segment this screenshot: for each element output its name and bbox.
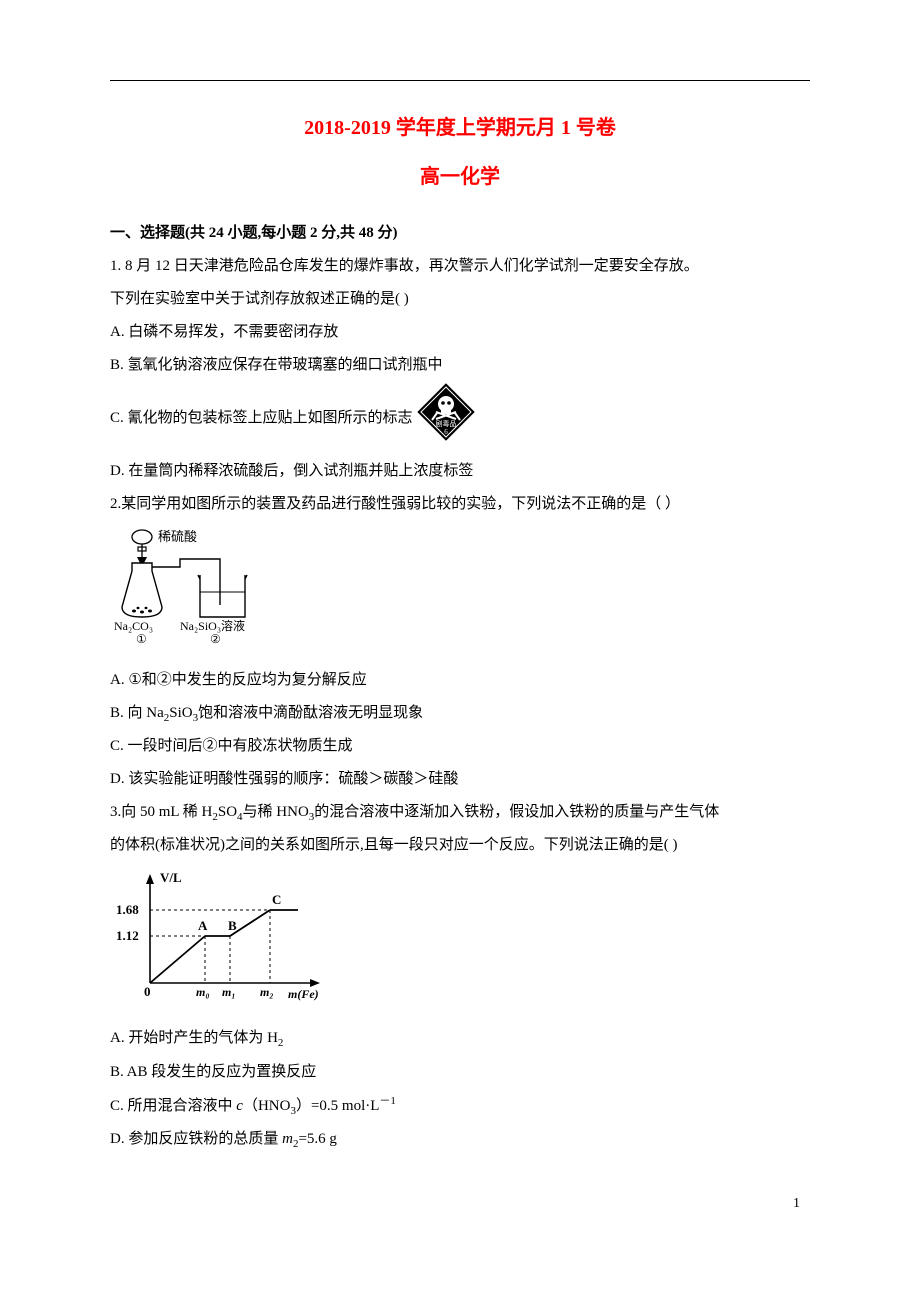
- page-number: 1: [110, 1196, 810, 1212]
- section-1: 一、选择题(共 24 小题,每小题 2 分,共 48 分) 1. 8 月 12 …: [110, 217, 810, 1156]
- q1-opt-d: D. 在量筒内稀释浓硫酸后，倒入试剂瓶并贴上浓度标签: [110, 455, 810, 488]
- q3-m2: 与稀 HNO: [243, 804, 309, 820]
- q1-opt-c-text: C. 氰化物的包装标签上应贴上如图所示的标志: [110, 410, 413, 426]
- hazard-icon-label: 剧毒品: [436, 419, 457, 428]
- ylabel: V/L: [160, 870, 182, 885]
- label-beaker: Na₂SiO₃溶液: [180, 618, 245, 633]
- q3-d-post: =5.6 g: [298, 1131, 336, 1147]
- q3-stem-line1: 3.向 50 mL 稀 H2SO4与稀 HNO3的混合溶液中逐渐加入铁粉，假设加…: [110, 796, 810, 829]
- xlabel: m(Fe): [288, 987, 319, 1001]
- pt-c: C: [272, 892, 281, 907]
- q2-opt-c: C. 一段时间后②中有胶冻状物质生成: [110, 730, 810, 763]
- q1-stem-line1: 1. 8 月 12 日天津港危险品仓库发生的爆炸事故，再次警示人们化学试剂一定要…: [110, 250, 810, 283]
- num-left: ①: [136, 632, 147, 645]
- q3-c-pre: C. 所用混合溶液中: [110, 1098, 236, 1114]
- pt-a: A: [198, 918, 208, 933]
- q1-stem-line2: 下列在实验室中关于试剂存放叙述正确的是( ): [110, 283, 810, 316]
- q1-opt-c: C. 氰化物的包装标签上应贴上如图所示的标志 剧毒品 6: [110, 382, 810, 455]
- hazard-icon-num: 6: [445, 428, 449, 436]
- label-acid: 稀硫酸: [158, 529, 197, 544]
- xtick-0: 0: [144, 984, 151, 999]
- title-main: 2018-2019 学年度上学期元月 1 号卷: [110, 111, 810, 140]
- hazard-icon: 剧毒品 6: [416, 382, 476, 455]
- q2-opt-d: D. 该实验能证明酸性强弱的顺序：硫酸＞碳酸＞硅酸: [110, 763, 810, 796]
- q1-opt-b: B. 氢氧化钠溶液应保存在带玻璃塞的细口试剂瓶中: [110, 349, 810, 382]
- q2-opt-b: B. 向 Na2SiO3饱和溶液中滴酚酞溶液无明显现象: [110, 697, 810, 730]
- pt-b: B: [228, 918, 237, 933]
- xtick-m0: m₀: [196, 985, 210, 999]
- q3-c-m2: ）=0.5 mol·L: [296, 1098, 379, 1114]
- q2-b-post: 饱和溶液中滴酚酞溶液无明显现象: [198, 705, 423, 721]
- q2-opt-a: A. ①和②中发生的反应均为复分解反应: [110, 664, 810, 697]
- section-1-header: 一、选择题(共 24 小题,每小题 2 分,共 48 分): [110, 217, 810, 250]
- q2-b-mid: SiO: [169, 705, 192, 721]
- title-sub: 高一化学: [110, 160, 810, 189]
- xtick-m1: m₁: [222, 985, 236, 999]
- ytick-112: 1.12: [116, 928, 139, 943]
- q2-stem: 2.某同学用如图所示的装置及药品进行酸性强弱比较的实验，下列说法不正确的是（ ）: [110, 488, 810, 521]
- q3-opt-a: A. 开始时产生的气体为 H2: [110, 1022, 810, 1055]
- label-flask: Na₂CO₃: [114, 619, 153, 633]
- q3-d-it: m: [282, 1131, 293, 1147]
- q3-c-sup: －1: [379, 1095, 396, 1107]
- page-root: 2018-2019 学年度上学期元月 1 号卷 高一化学 一、选择题(共 24 …: [0, 0, 920, 1252]
- q3-c-it: c: [236, 1098, 243, 1114]
- q1-opt-a: A. 白磷不易挥发，不需要密闭存放: [110, 316, 810, 349]
- q3-a-pre: A. 开始时产生的气体为 H: [110, 1030, 278, 1046]
- q2-b-pre: B. 向 Na: [110, 705, 164, 721]
- ytick-168: 1.68: [116, 902, 139, 917]
- q3-m1: SO: [218, 804, 237, 820]
- q3-a-sub: 2: [278, 1037, 284, 1049]
- q3-opt-d: D. 参加反应铁粉的总质量 m2=5.6 g: [110, 1123, 810, 1156]
- q3-stem-line2: 的体积(标准状况)之间的关系如图所示,且每一段只对应一个反应。下列说法正确的是(…: [110, 829, 810, 862]
- q3-chart: V/L 1.68 1.12 A B C: [110, 868, 810, 1016]
- q3-opt-c: C. 所用混合溶液中 c（HNO3）=0.5 mol·L－1: [110, 1089, 810, 1123]
- q3-c-m: （HNO: [243, 1098, 291, 1114]
- q3-s-pre: 3.向 50 mL 稀 H: [110, 804, 212, 820]
- xtick-m2: m₂: [260, 985, 274, 999]
- top-divider: [110, 80, 810, 81]
- q3-d-pre: D. 参加反应铁粉的总质量: [110, 1131, 282, 1147]
- num-right: ②: [210, 632, 221, 645]
- q2-apparatus: 稀硫酸 Na₂CO₃ Na₂SiO₃溶液 ① ②: [110, 527, 810, 658]
- q3-m3: 的混合溶液中逐渐加入铁粉，假设加入铁粉的质量与产生气体: [314, 804, 719, 820]
- q3-opt-b: B. AB 段发生的反应为置换反应: [110, 1056, 810, 1089]
